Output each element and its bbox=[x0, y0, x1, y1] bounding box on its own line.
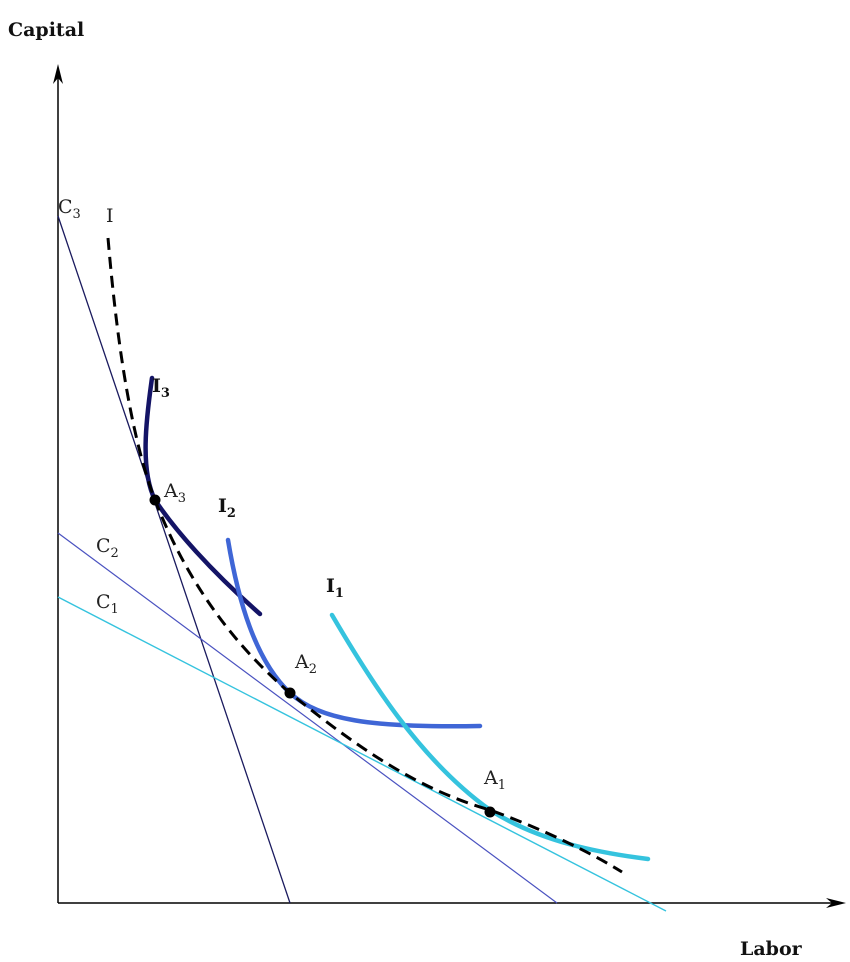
expansion-envelope-curve bbox=[106, 237, 623, 874]
label-a3: A3 bbox=[163, 480, 186, 506]
label-c1: C1 bbox=[96, 591, 119, 617]
label-a2: A2 bbox=[294, 651, 317, 677]
isoquant-i2 bbox=[225, 537, 483, 729]
tangency-point-a2 bbox=[284, 687, 296, 699]
x-axis-title: Labor bbox=[740, 938, 803, 960]
label-c3: C3 bbox=[58, 196, 81, 222]
y-axis-arrow bbox=[53, 64, 63, 84]
isocost-line-c2 bbox=[57, 532, 558, 904]
label-i2: I2 bbox=[218, 495, 236, 521]
isoquant-i1 bbox=[329, 612, 651, 862]
isocost-line-c3 bbox=[57, 215, 291, 904]
label-i3: I3 bbox=[152, 375, 170, 401]
label-a1: A1 bbox=[483, 767, 506, 793]
label-c2: C2 bbox=[96, 535, 119, 561]
isoquant-i3 bbox=[143, 375, 263, 617]
y-axis-title: Capital bbox=[8, 19, 84, 41]
tangency-point-a3 bbox=[149, 494, 161, 506]
tangency-point-a1 bbox=[484, 806, 496, 818]
label-envelope-i: I bbox=[106, 205, 114, 227]
isocost-line-c1 bbox=[57, 596, 667, 912]
x-axis-arrow bbox=[826, 898, 846, 908]
label-i1: I1 bbox=[326, 575, 344, 601]
